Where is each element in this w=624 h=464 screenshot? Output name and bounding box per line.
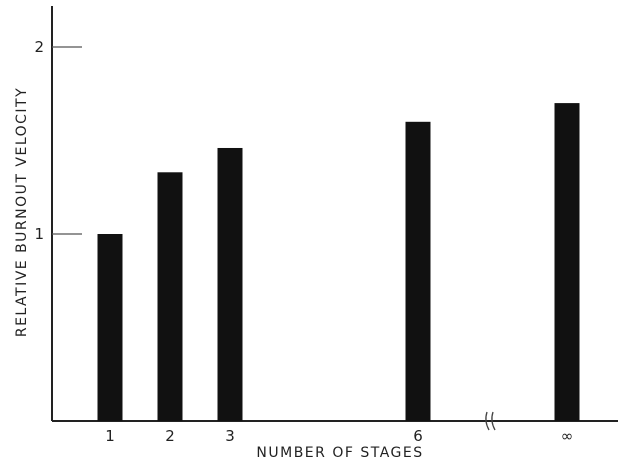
bar-infinity <box>554 103 580 421</box>
bar-6 <box>405 121 431 422</box>
y-axis-title: RELATIVE BURNOUT VELOCITY <box>14 87 30 337</box>
x-axis-title: NUMBER OF STAGES <box>256 445 423 461</box>
bar-1 <box>97 234 123 421</box>
x-tick-label: 1 <box>105 427 115 445</box>
x-ticks: 1 2 3 6 ∞ <box>105 427 573 445</box>
bars <box>97 103 580 422</box>
y-ticks: 12 <box>34 38 82 243</box>
x-tick-label: ∞ <box>561 427 574 445</box>
y-tick-label: 2 <box>34 38 44 56</box>
x-tick-label: 2 <box>165 427 175 445</box>
y-tick-label: 1 <box>34 225 44 243</box>
bar-3 <box>217 147 243 422</box>
bar-2 <box>157 172 183 421</box>
x-tick-label: 6 <box>413 427 423 445</box>
x-tick-label: 3 <box>225 427 235 445</box>
axis-break-mark <box>485 411 496 431</box>
